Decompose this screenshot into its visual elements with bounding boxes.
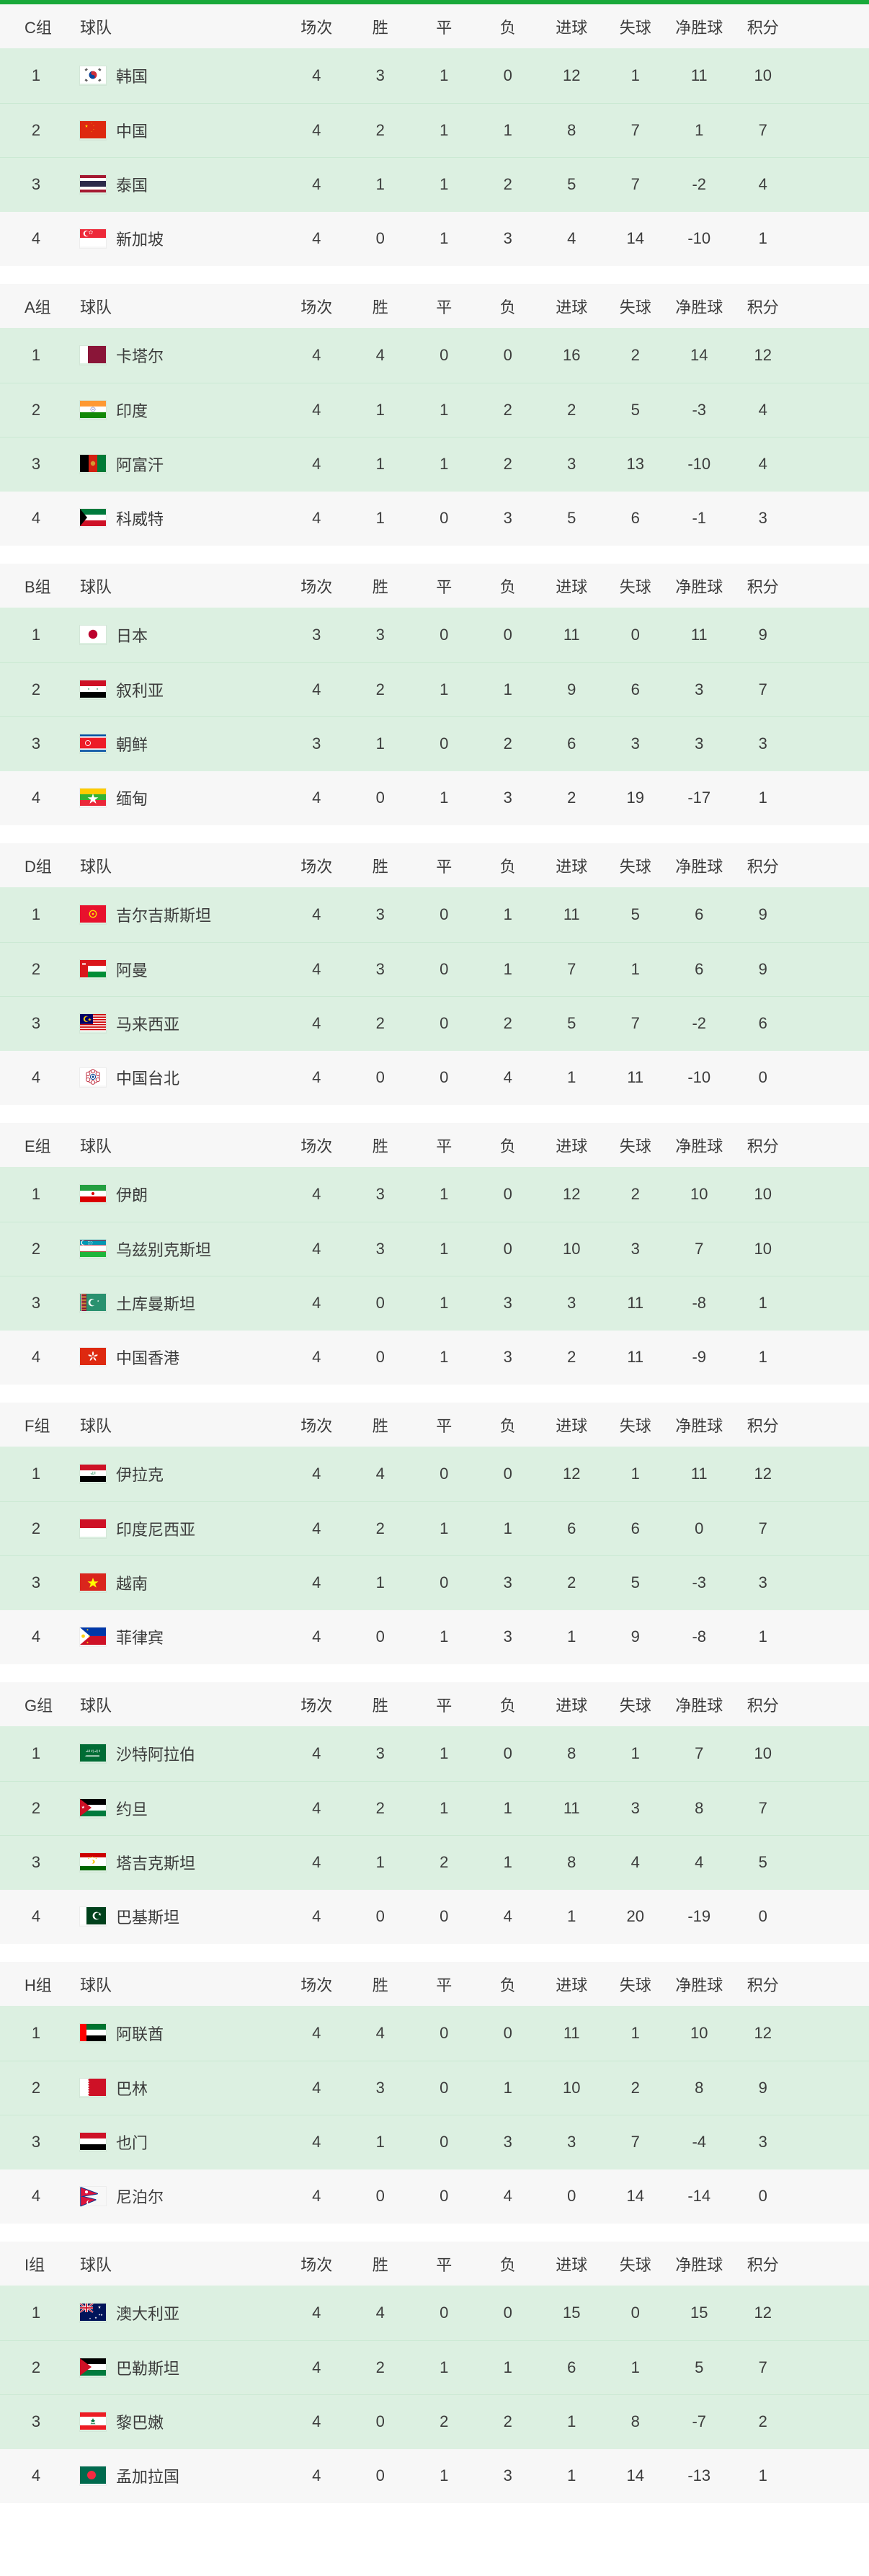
svg-text:الله: الله [90,1471,95,1475]
